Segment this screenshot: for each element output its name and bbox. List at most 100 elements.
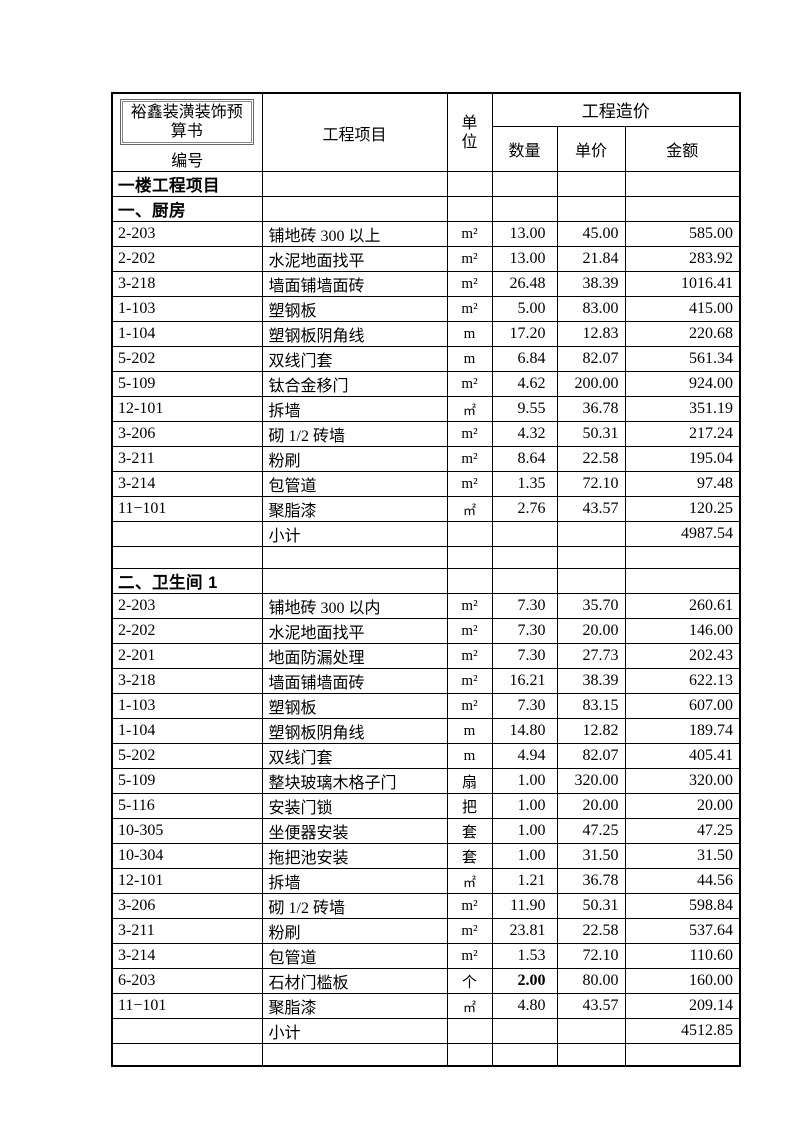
subtotal-label: 小计 (261, 521, 448, 547)
item-amount: 351.19 (624, 396, 741, 422)
data-row: 6-203 石材门槛板个 2.00 80.00 160.00 (111, 968, 741, 994)
item-amount: 598.84 (624, 893, 741, 919)
item-code: 10-304 (111, 843, 263, 869)
item-amount: 189.74 (624, 718, 741, 744)
empty-cell (556, 521, 626, 547)
item-amount: 220.68 (624, 321, 741, 347)
empty-cell (556, 171, 626, 197)
org-header-cell: 裕鑫装潢装饰预算书 编号 (111, 92, 263, 172)
item-name: 坐便器安装 (261, 818, 448, 844)
item-amount: 607.00 (624, 693, 741, 719)
empty-cell (446, 521, 493, 547)
item-name: 塑钢板阴角线 (261, 321, 448, 347)
empty-cell (556, 1018, 626, 1044)
item-unit: m² (446, 593, 493, 619)
item-code: 11−101 (111, 496, 263, 522)
item-qty: 4.32 (491, 421, 558, 447)
empty-cell (491, 1043, 558, 1066)
item-qty: 7.30 (491, 618, 558, 644)
item-code: 1-103 (111, 296, 263, 322)
spacer-row (111, 1043, 741, 1066)
item-unit: 扇 (446, 768, 493, 794)
item-price: 31.50 (556, 843, 626, 869)
data-row: 2-202 水泥地面找平 m² 13.00 21.84 283.92 (111, 246, 741, 272)
item-name: 铺地砖 300 以内 (261, 593, 448, 619)
floor-section-row: 一楼工程项目 (111, 171, 741, 197)
empty-cell (556, 568, 626, 594)
item-name: 水泥地面找平 (261, 246, 448, 272)
item-unit: m² (446, 943, 493, 969)
item-unit: m² (446, 618, 493, 644)
empty-cell (261, 546, 448, 569)
item-qty: 11.90 (491, 893, 558, 919)
item-qty: 26.48 (491, 271, 558, 297)
empty-cell (491, 568, 558, 594)
item-name: 墙面铺墙面砖 (261, 271, 448, 297)
item-name: 双线门套 (261, 346, 448, 372)
item-code: 2-202 (111, 246, 263, 272)
item-name: 塑钢板阴角线 (261, 718, 448, 744)
item-amount: 209.14 (624, 993, 741, 1019)
item-qty: 13.00 (491, 246, 558, 272)
item-amount: 1016.41 (624, 271, 741, 297)
item-unit: m² (446, 246, 493, 272)
empty-cell (111, 546, 263, 569)
item-qty: 6.84 (491, 346, 558, 372)
data-row: 5-116 安装门锁把 1.00 20.00 20.00 (111, 793, 741, 819)
item-name: 双线门套 (261, 743, 448, 769)
item-name: 聚脂漆 (261, 993, 448, 1019)
item-amount: 47.25 (624, 818, 741, 844)
item-name: 砌 1/2 砖墙 (261, 893, 448, 919)
empty-cell (491, 171, 558, 197)
spacer-row (111, 546, 741, 569)
item-qty: 1.00 (491, 818, 558, 844)
cost-group-header: 工程造价 (491, 92, 741, 127)
item-price: 12.83 (556, 321, 626, 347)
code-column-header: 编号 (171, 153, 204, 170)
item-code: 2-203 (111, 593, 263, 619)
item-unit: m² (446, 668, 493, 694)
section-title: 一、厨房 (111, 196, 263, 222)
item-unit: m² (446, 471, 493, 497)
item-qty: 23.81 (491, 918, 558, 944)
item-qty: 14.80 (491, 718, 558, 744)
item-amount: 924.00 (624, 371, 741, 397)
data-row: 1-104 塑钢板阴角线 m 17.20 12.83 220.68 (111, 321, 741, 347)
item-price: 38.39 (556, 668, 626, 694)
amount-column-header: 金额 (624, 125, 741, 173)
item-amount: 202.43 (624, 643, 741, 669)
item-code: 1-104 (111, 718, 263, 744)
item-unit: ㎡ (446, 868, 493, 894)
item-name: 包管道 (261, 943, 448, 969)
item-amount: 320.00 (624, 768, 741, 794)
item-code: 5-116 (111, 793, 263, 819)
item-price: 82.07 (556, 346, 626, 372)
item-unit: m² (446, 271, 493, 297)
item-unit: m² (446, 421, 493, 447)
data-row: 3-218 墙面铺墙面砖 m² 26.48 38.39 1016.41 (111, 271, 741, 297)
item-name: 墙面铺墙面砖 (261, 668, 448, 694)
data-row: 10-304 拖把池安装套 1.00 31.50 31.50 (111, 843, 741, 869)
item-price: 82.07 (556, 743, 626, 769)
empty-cell (446, 568, 493, 594)
empty-cell (556, 196, 626, 222)
subtotal-amount: 4987.54 (624, 521, 741, 547)
item-name: 塑钢板 (261, 693, 448, 719)
item-amount: 44.56 (624, 868, 741, 894)
item-unit: ㎡ (446, 396, 493, 422)
item-code: 5-202 (111, 743, 263, 769)
item-unit: ㎡ (446, 993, 493, 1019)
section-title: 二、卫生间 1 (111, 568, 263, 594)
item-price: 35.70 (556, 593, 626, 619)
data-row: 3-211 粉刷 m² 23.81 22.58 537.64 (111, 918, 741, 944)
item-amount: 31.50 (624, 843, 741, 869)
data-row: 5-109 钛合金移门 m² 4.62 200.00 924.00 (111, 371, 741, 397)
item-name: 砌 1/2 砖墙 (261, 421, 448, 447)
empty-cell (111, 1018, 263, 1044)
item-amount: 160.00 (624, 968, 741, 994)
item-code: 2-201 (111, 643, 263, 669)
empty-cell (556, 546, 626, 569)
item-unit: 个 (446, 968, 493, 994)
